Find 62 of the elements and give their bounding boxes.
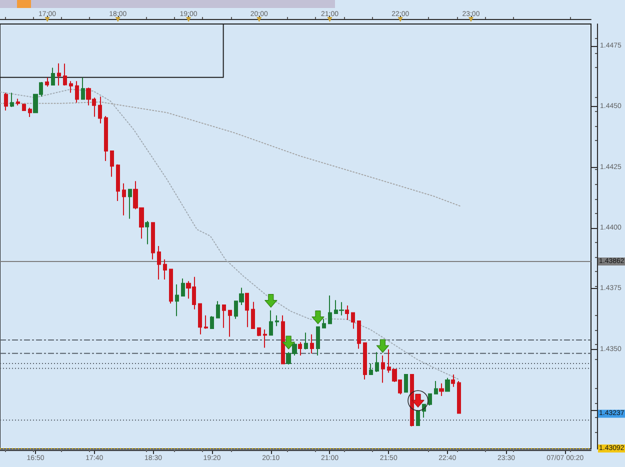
candlestick [63,63,67,86]
line-series [0,101,461,207]
candlestick [98,96,102,124]
candlestick [181,278,185,296]
candlestick [116,164,120,202]
candlestick [363,342,367,380]
candlestick [310,334,314,354]
candlestick [163,258,167,280]
candlestick [439,382,444,397]
candlestick [28,107,32,118]
line-series [0,88,460,380]
candlestick [157,245,161,280]
candlestick [416,410,420,426]
candlestick [145,220,149,245]
candlestick [345,304,349,321]
candlestick [198,303,202,335]
candlestick [57,62,61,86]
candlestick [169,268,173,304]
candlestick [381,355,385,384]
candlestick [428,393,432,406]
candlestick [257,327,261,337]
candlestick [51,67,55,86]
candlestick [375,352,379,373]
candlestick [445,377,450,392]
candlestick [22,103,26,112]
candlestick [75,80,79,104]
candlestick [298,342,302,356]
candlestick [128,188,132,220]
candlestick [10,92,14,108]
candlestick [410,374,414,427]
candlestick [45,77,49,88]
candlestick [275,314,279,327]
candlestick [210,316,214,330]
candlestick [16,98,20,106]
candlestick [228,310,232,338]
candlestick [151,222,155,260]
candlestick [322,318,326,328]
candlestick [451,374,455,388]
candlestick [69,80,73,94]
candlestick [304,332,308,350]
candlestick [351,312,355,330]
candlestick [281,314,285,364]
candlestick [222,304,226,328]
candlestick [122,182,126,216]
candlestick [245,292,249,328]
candlestick [104,116,108,162]
candlestick [457,380,461,414]
candlestick [357,320,361,350]
candlestick [269,310,273,336]
candlestick [204,314,208,330]
candlestick [328,295,332,324]
candlestick [316,326,320,356]
candlestick [81,77,85,100]
candlestick [404,374,408,393]
candlestick [251,301,255,330]
candlestick [110,150,114,178]
candlestick [263,329,267,348]
candlestick [4,92,8,111]
candlestick [175,284,179,317]
candlestick [434,380,438,394]
candlestick [369,363,373,375]
candlestick [216,300,220,318]
